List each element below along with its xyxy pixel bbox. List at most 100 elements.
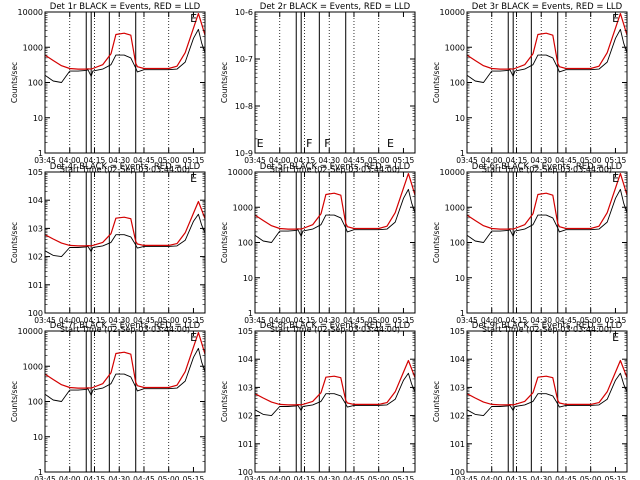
y-tick-label: 10-9 — [235, 149, 253, 158]
x-tick-label: 05:00 — [158, 475, 180, 480]
series-line-black — [44, 28, 206, 83]
x-tick-label: 04:45 — [133, 316, 155, 325]
y-tick-label: 100 — [28, 398, 43, 407]
y-tick-label: 100 — [238, 468, 253, 477]
y-tick-label: 1000 — [23, 362, 43, 371]
x-tick-label: 04:30 — [108, 316, 130, 325]
chart-panel: Det 8r BLACK = Events, RED = LLD 100 101 10… — [220, 321, 416, 480]
chart-title: Det 2r BLACK = Events, RED = LLD — [260, 2, 411, 12]
chart-title: Det 3r BLACK = Events, RED = LLD — [472, 2, 623, 12]
series-line-black — [44, 213, 206, 258]
y-tick-label: 100 — [450, 79, 465, 88]
x-tick-label: 04:00 — [59, 316, 81, 325]
y-tick-label: 104 — [450, 355, 465, 364]
y-tick-label: 100 — [238, 239, 253, 248]
series-line-black — [254, 188, 416, 243]
chart-title: Det 4r BLACK = Events, RED = LLD — [50, 162, 201, 172]
chart-panel: Det 5r BLACK = Events, RED = LLD 1 10 100 10… — [220, 162, 416, 334]
y-tick-label: 10000 — [440, 8, 465, 17]
y-axis-label: Counts/sec — [432, 222, 441, 263]
x-tick-label: 05:15 — [393, 156, 415, 165]
y-axis-label: Counts/sec — [220, 62, 229, 103]
x-tick-label: 04:30 — [530, 156, 552, 165]
y-tick-label: 10-7 — [235, 55, 253, 64]
x-tick-label: 05:00 — [368, 316, 390, 325]
x-tick-label: 04:00 — [481, 156, 503, 165]
x-tick-label: 04:45 — [133, 475, 155, 480]
x-tick-label: 05:15 — [605, 316, 627, 325]
x-tick-label: 04:15 — [506, 475, 528, 480]
x-axis-label: Start Time (02-Sep-03 03:44:00) — [270, 325, 400, 334]
y-tick-label: 101 — [238, 440, 253, 449]
chart-panel: Det 2r BLACK = Events, RED = LLD E F F E 10-9… — [220, 2, 416, 174]
x-tick-label: 05:15 — [183, 316, 205, 325]
x-tick-label: 05:00 — [158, 316, 180, 325]
x-tick-label: 04:30 — [108, 475, 130, 480]
x-tick-label: 04:15 — [84, 156, 106, 165]
x-tick-label: 03:45 — [34, 156, 56, 165]
y-tick-label: 1000 — [23, 43, 43, 52]
plot-frame — [44, 171, 206, 314]
y-tick-label: 1 — [248, 309, 253, 318]
x-axis-label: Start Time (02-Sep-03 03:44:00) — [270, 165, 400, 174]
y-tick-label: 10000 — [18, 8, 43, 17]
y-tick-label: 102 — [238, 412, 253, 421]
event-marker: E — [612, 172, 619, 185]
x-tick-label: 04:15 — [506, 156, 528, 165]
y-tick-label: 10000 — [228, 168, 253, 177]
y-tick-label: 100 — [28, 309, 43, 318]
x-tick-label: 04:30 — [108, 156, 130, 165]
x-tick-label: 04:15 — [294, 156, 316, 165]
x-tick-label: 04:45 — [555, 475, 577, 480]
x-tick-label: 05:00 — [158, 156, 180, 165]
event-marker: F — [306, 137, 312, 150]
x-tick-label: 03:45 — [456, 316, 478, 325]
chart-title: Det 9r BLACK = Events, RED = LLD — [472, 321, 623, 331]
y-tick-label: 103 — [238, 383, 253, 392]
y-tick-label: 100 — [450, 468, 465, 477]
y-tick-label: 103 — [450, 383, 465, 392]
y-tick-label: 10-6 — [235, 8, 253, 17]
x-axis-label: Start Time (02-Sep-03 03:44:00) — [482, 325, 612, 334]
y-axis-label: Counts/sec — [10, 62, 19, 103]
x-tick-label: 04:00 — [59, 475, 81, 480]
y-tick-label: 100 — [28, 79, 43, 88]
y-tick-label: 1000 — [233, 203, 253, 212]
y-tick-label: 105 — [450, 327, 465, 336]
x-tick-label: 04:30 — [318, 156, 340, 165]
x-tick-label: 05:15 — [605, 475, 627, 480]
x-tick-label: 05:00 — [368, 156, 390, 165]
event-marker: E — [190, 331, 197, 344]
chart-title: Det 6r BLACK = Events, RED = LLD — [472, 162, 623, 172]
y-tick-label: 103 — [28, 224, 43, 233]
event-marker: E — [257, 137, 264, 150]
series-line-black — [466, 372, 628, 417]
y-tick-label: 1000 — [445, 43, 465, 52]
plot-frame — [254, 11, 416, 154]
y-tick-label: 10 — [33, 114, 43, 123]
y-axis-label: Counts/sec — [220, 381, 229, 422]
y-tick-label: 105 — [238, 327, 253, 336]
series-line-black — [254, 372, 416, 417]
y-tick-label: 105 — [28, 168, 43, 177]
x-tick-label: 04:15 — [294, 475, 316, 480]
x-tick-label: 03:45 — [244, 475, 266, 480]
series-line-black — [466, 188, 628, 243]
plot-frame — [466, 330, 628, 473]
series-line-red — [254, 173, 416, 230]
x-tick-label: 04:45 — [555, 316, 577, 325]
y-tick-label: 104 — [28, 196, 43, 205]
x-tick-label: 05:00 — [368, 475, 390, 480]
x-tick-label: 04:30 — [530, 475, 552, 480]
y-tick-label: 1 — [38, 468, 43, 477]
x-tick-label: 05:00 — [580, 156, 602, 165]
chart-title: Det 1r BLACK = Events, RED = LLD — [50, 2, 201, 12]
x-tick-label: 05:00 — [580, 475, 602, 480]
y-tick-label: 100 — [450, 239, 465, 248]
x-tick-label: 03:45 — [244, 156, 266, 165]
y-tick-label: 1 — [460, 149, 465, 158]
series-line-red — [466, 13, 628, 70]
